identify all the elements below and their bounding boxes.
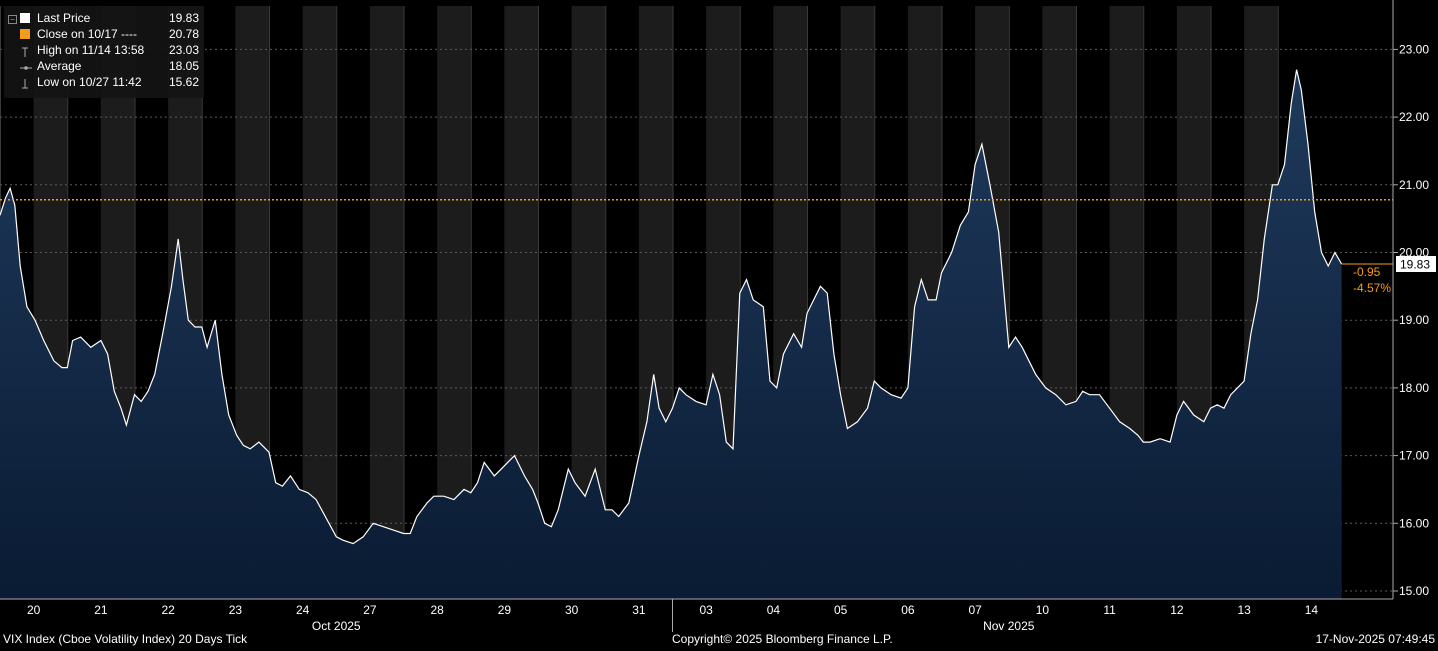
price-area-series xyxy=(0,69,1343,599)
price-line xyxy=(0,69,1343,545)
day-separator xyxy=(1210,6,1212,599)
x-tick-label: 21 xyxy=(94,603,108,617)
copyright-notice: Copyright© 2025 Bloomberg Finance L.P. xyxy=(672,632,893,646)
y-tick-label: 21.00 xyxy=(1399,178,1429,192)
low-marker-icon xyxy=(20,77,30,89)
day-separator xyxy=(134,6,136,599)
legend-label: Close on 10/17 ---- xyxy=(37,27,138,41)
price-change-label: -0.95 xyxy=(1353,265,1381,279)
x-tick-label: 03 xyxy=(699,603,713,617)
x-tick-label: 10 xyxy=(1036,603,1050,617)
month-label: Nov 2025 xyxy=(983,619,1035,633)
y-tick-label: 19.00 xyxy=(1399,313,1429,327)
x-tick-label: 27 xyxy=(363,603,377,617)
x-tick-label: 31 xyxy=(632,603,646,617)
white-square-icon xyxy=(20,13,30,23)
day-separator xyxy=(67,6,69,599)
price-change-label: -4.57% xyxy=(1353,281,1391,295)
x-tick-label: 28 xyxy=(430,603,444,617)
x-tick-label: 04 xyxy=(767,603,781,617)
legend-item-average[interactable]: Average 18.05 xyxy=(4,58,204,74)
x-tick-label: 11 xyxy=(1103,603,1116,617)
security-description: VIX Index (Cboe Volatility Index) 20 Day… xyxy=(3,632,248,646)
legend-label: Low on 10/27 11:42 xyxy=(37,75,142,89)
x-tick-label: 20 xyxy=(27,603,41,617)
after-hours-shading xyxy=(369,6,404,599)
timestamp: 17-Nov-2025 07:49:45 xyxy=(1315,632,1435,646)
orange-square-icon xyxy=(20,29,30,39)
high-marker-icon xyxy=(20,45,30,57)
day-separator xyxy=(807,6,808,599)
day-separator xyxy=(403,6,405,599)
day-separator xyxy=(269,6,270,599)
x-tick-label: 23 xyxy=(229,603,243,617)
chart-legend[interactable]: − Last Price 19.83 Close on 10/17 ---- 2… xyxy=(4,6,204,98)
x-tick-label: 07 xyxy=(968,603,982,617)
x-tick-label: 29 xyxy=(498,603,512,617)
day-separator xyxy=(1076,6,1077,599)
day-separator xyxy=(874,6,876,599)
day-separator xyxy=(672,6,674,599)
legend-value: 23.03 xyxy=(168,43,199,57)
legend-item-last-price[interactable]: Last Price 19.83 xyxy=(4,10,204,26)
y-tick-label: 15.00 xyxy=(1399,584,1429,598)
legend-label: Average xyxy=(37,59,82,73)
day-separator xyxy=(1143,6,1145,599)
legend-item-high[interactable]: High on 11/14 13:58 23.03 xyxy=(4,42,204,58)
day-separator xyxy=(1008,6,1010,599)
x-tick-label: 13 xyxy=(1237,603,1251,617)
day-separator xyxy=(201,6,203,599)
x-tick-label: 06 xyxy=(901,603,915,617)
day-separator xyxy=(605,6,607,599)
average-marker-icon xyxy=(20,61,32,71)
legend-label: High on 11/14 13:58 xyxy=(37,43,145,57)
legend-label: Last Price xyxy=(37,11,91,25)
y-tick-label: 22.00 xyxy=(1399,110,1429,124)
last-price-label: 19.83 xyxy=(1400,258,1430,272)
month-label: Oct 2025 xyxy=(312,619,361,633)
day-separator xyxy=(336,6,338,599)
x-tick-label: 14 xyxy=(1305,603,1319,617)
last-price-tag xyxy=(1396,256,1436,273)
day-separator xyxy=(538,6,539,599)
price-area-fill xyxy=(0,69,1342,599)
x-tick-label: 30 xyxy=(565,603,579,617)
x-tick-label: 22 xyxy=(161,603,175,617)
y-tick-label: 17.00 xyxy=(1399,449,1429,463)
legend-value: 20.78 xyxy=(168,27,199,41)
x-tick-label: 24 xyxy=(296,603,310,617)
legend-value: 15.62 xyxy=(168,75,199,89)
x-tick-label: 05 xyxy=(834,603,848,617)
legend-item-close[interactable]: Close on 10/17 ---- 20.78 xyxy=(4,26,204,42)
x-tick-label: 12 xyxy=(1170,603,1184,617)
y-tick-label: 18.00 xyxy=(1399,381,1429,395)
legend-item-low[interactable]: Low on 10/27 11:42 15.62 xyxy=(4,74,204,90)
legend-collapse-icon[interactable]: − xyxy=(8,15,17,24)
y-tick-label: 23.00 xyxy=(1399,42,1429,56)
chart-axes: 15.00 16.00 17.00 18.00 19.00 20.00 21.00 22.00… xyxy=(0,0,1436,633)
day-separator xyxy=(470,6,472,599)
y-tick-label: 20.00 xyxy=(1399,246,1429,260)
legend-value: 19.83 xyxy=(168,11,199,25)
y-tick-label: 16.00 xyxy=(1399,516,1429,530)
legend-value: 18.05 xyxy=(168,59,199,73)
